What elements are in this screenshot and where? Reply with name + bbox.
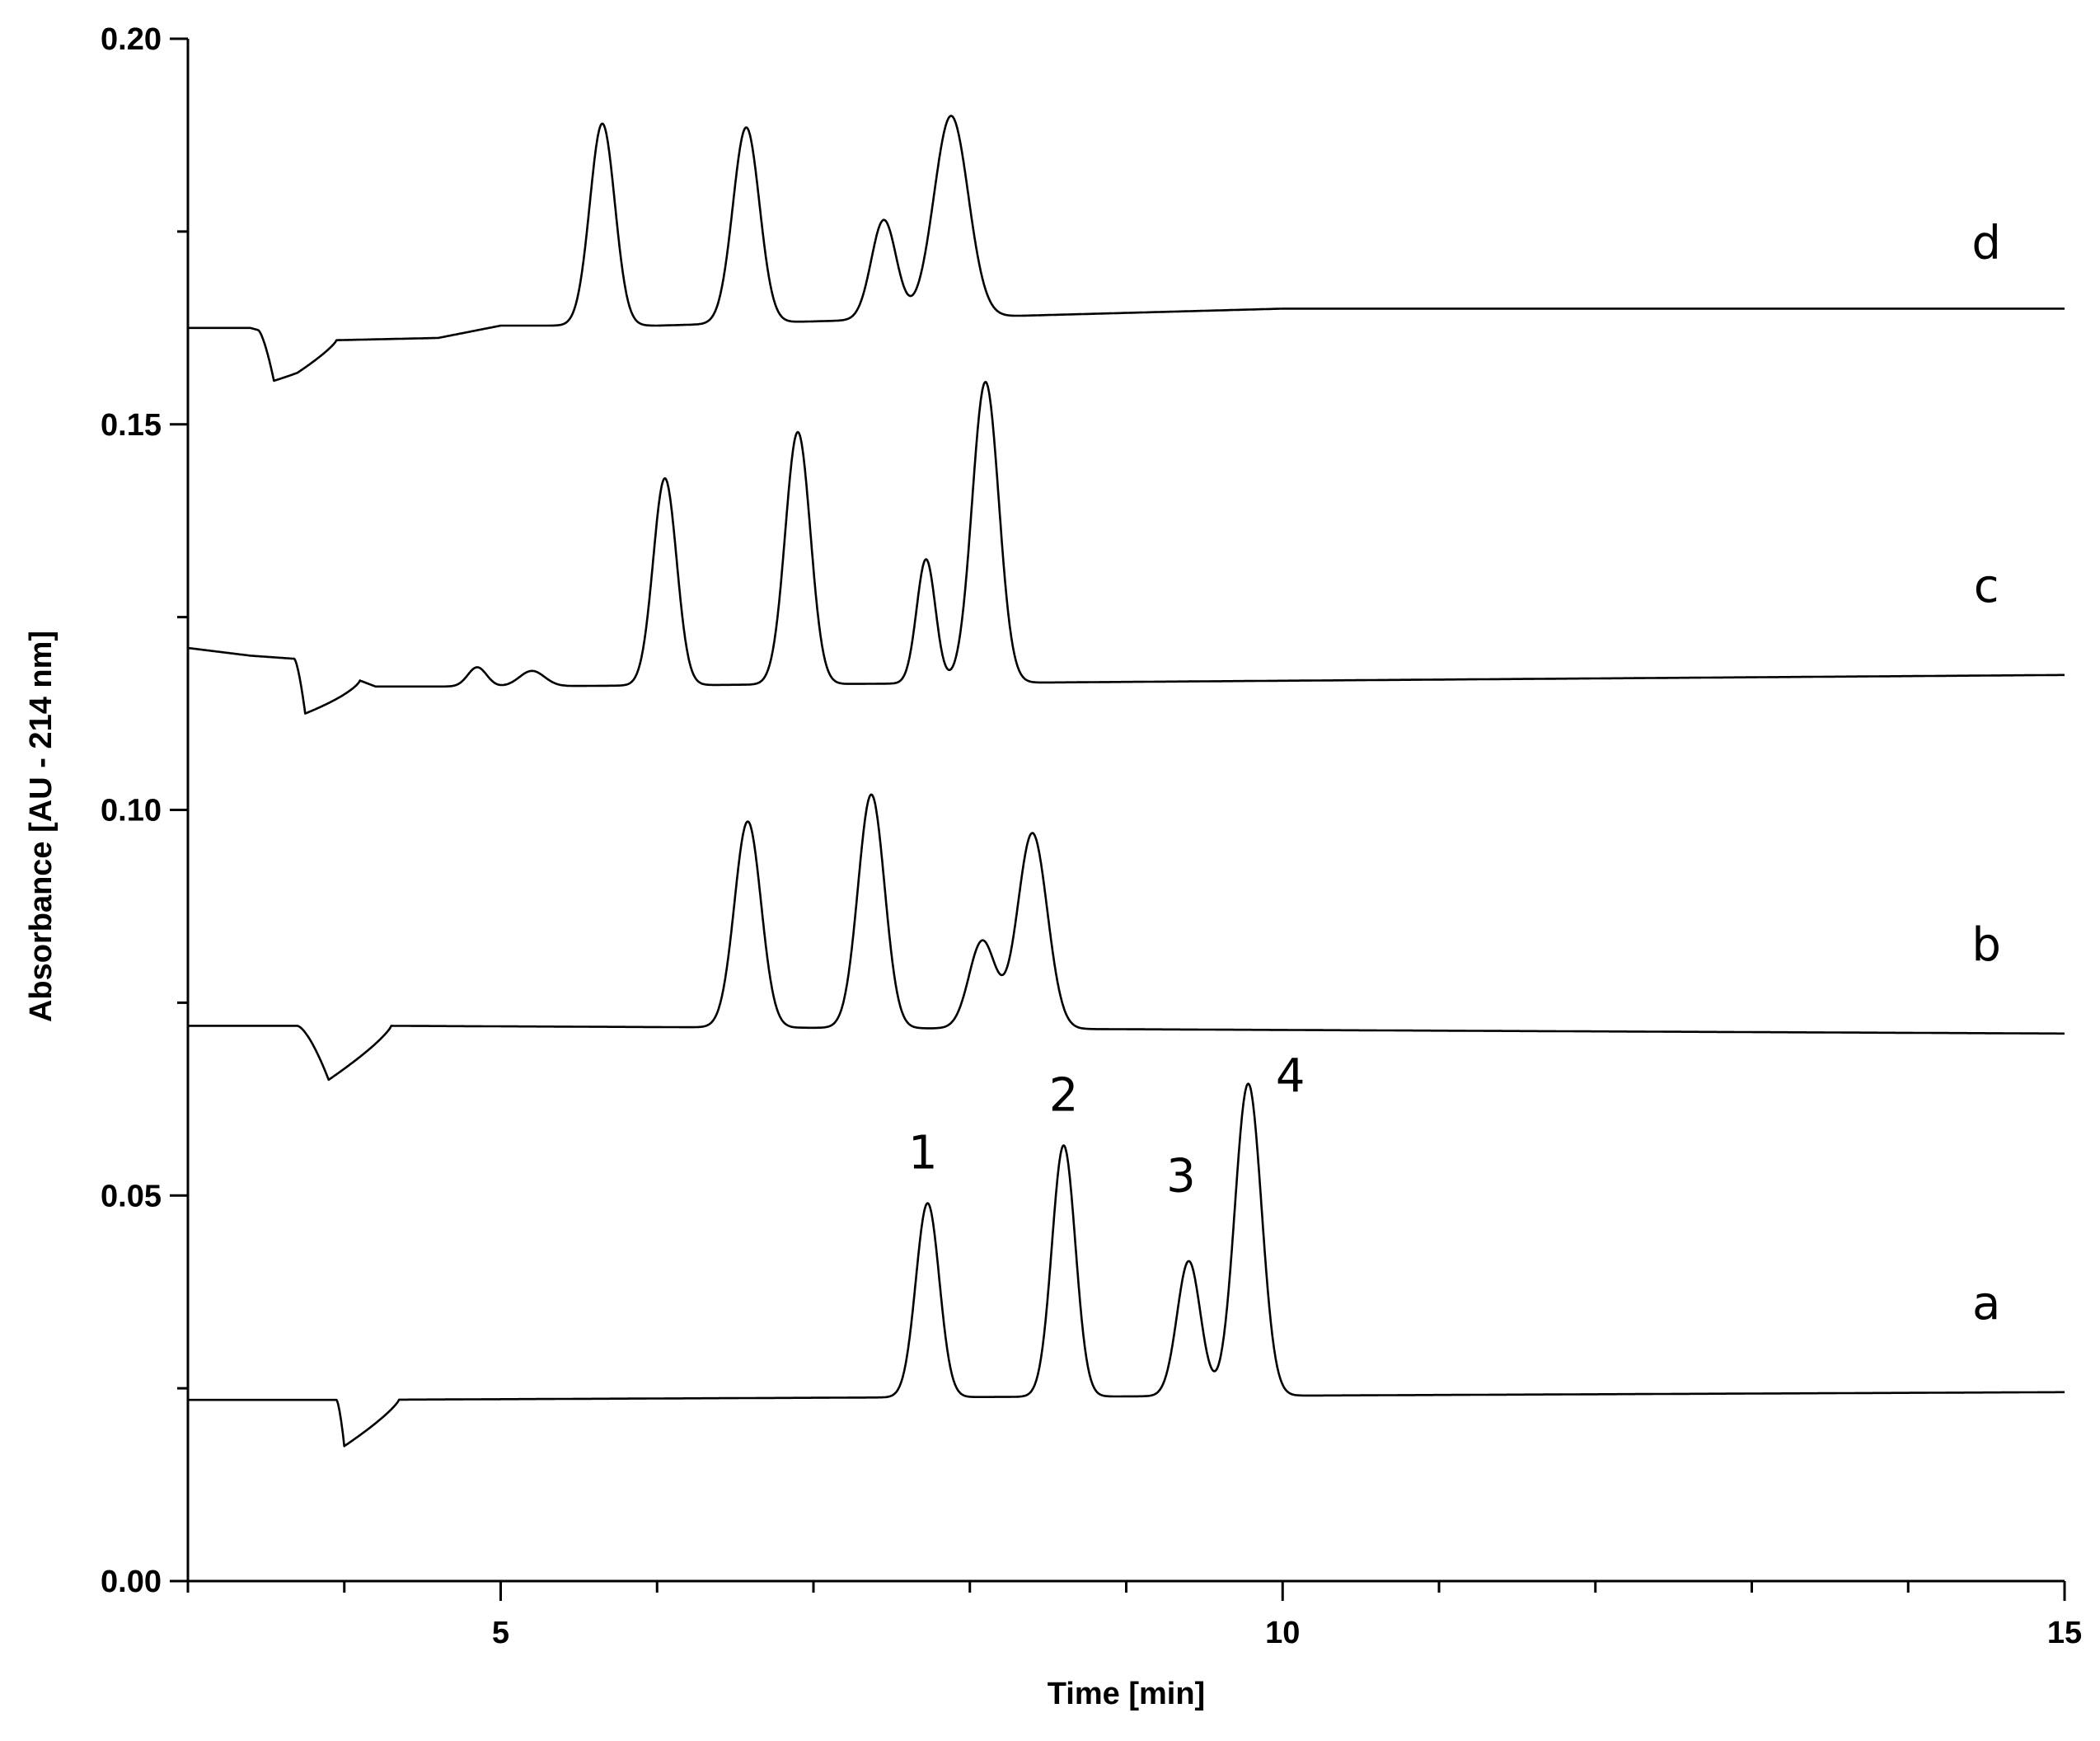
trace-a bbox=[187, 1082, 2065, 1448]
trace-c bbox=[187, 381, 2065, 715]
x-tick-label: 10 bbox=[1265, 1616, 1300, 1650]
trace-b bbox=[187, 793, 2065, 1082]
y-tick-label: 0.20 bbox=[101, 22, 162, 57]
y-tick-label: 0.10 bbox=[101, 794, 162, 828]
trace-d bbox=[187, 115, 2065, 382]
peak-number-label: 1 bbox=[908, 1127, 938, 1180]
trace-labels: a b c d bbox=[1971, 217, 2001, 1330]
x-tick-label: 15 bbox=[2047, 1616, 2082, 1650]
peak-number-label: 4 bbox=[1276, 1049, 1305, 1103]
trace-label-d: d bbox=[1971, 217, 2001, 270]
x-axis-title: Time [min] bbox=[1048, 1677, 1205, 1711]
x-axis: 5 10 15 bbox=[186, 1579, 2082, 1650]
y-axis: 0.00 0.05 0.10 0.15 0.20 bbox=[101, 22, 190, 1599]
y-tick-label: 0.05 bbox=[101, 1179, 162, 1213]
x-tick-label: 5 bbox=[492, 1616, 509, 1650]
peak-number-label: 3 bbox=[1166, 1150, 1196, 1204]
y-tick-label: 0.00 bbox=[101, 1565, 162, 1599]
trace-label-c: c bbox=[1974, 560, 1999, 613]
peak-annotations: 1 2 3 4 bbox=[908, 1049, 1305, 1204]
y-axis-title: Absorbance [AU - 214 nm] bbox=[24, 631, 59, 1022]
peak-number-label: 2 bbox=[1049, 1068, 1079, 1122]
y-tick-label: 0.15 bbox=[101, 408, 162, 443]
trace-label-b: b bbox=[1971, 918, 2001, 972]
traces bbox=[187, 115, 2065, 1448]
trace-label-a: a bbox=[1972, 1277, 2000, 1330]
